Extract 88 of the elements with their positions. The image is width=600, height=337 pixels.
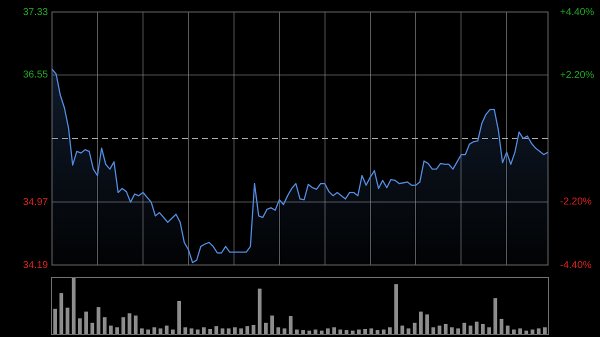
bar	[518, 328, 522, 334]
bar	[543, 327, 547, 334]
bar	[208, 328, 212, 334]
bar	[171, 330, 175, 334]
bar	[264, 322, 268, 334]
bar	[394, 284, 398, 334]
bar	[438, 326, 442, 334]
y2-tick-label: +2.20%	[560, 70, 594, 81]
bar	[400, 326, 404, 334]
bar	[344, 330, 348, 334]
bar	[338, 330, 342, 334]
bar	[406, 328, 410, 334]
y-tick-label: 34.97	[22, 196, 48, 208]
bar	[245, 326, 250, 334]
bar	[177, 300, 181, 334]
bar	[512, 330, 516, 334]
y2-tick-label: +4.40%	[560, 6, 594, 18]
bar	[450, 327, 454, 334]
bar	[524, 330, 528, 334]
y-tick-label: 37.33	[22, 6, 48, 18]
bar	[506, 326, 510, 334]
bar	[90, 322, 94, 334]
y2-tick-label: -4.40%	[560, 260, 592, 271]
bar	[146, 330, 150, 334]
bar	[419, 312, 423, 334]
y-tick-label: 34.19	[22, 260, 48, 271]
bar	[481, 324, 485, 334]
bar	[350, 330, 355, 334]
bar	[493, 298, 498, 334]
bar	[164, 326, 169, 334]
bar	[252, 325, 256, 334]
bar	[425, 314, 429, 334]
y2-tick-label: -2.20%	[560, 196, 592, 208]
bar	[102, 317, 107, 334]
bar	[307, 330, 312, 334]
bar	[314, 330, 318, 334]
bar	[121, 317, 126, 334]
bar	[270, 316, 274, 334]
bar	[444, 324, 448, 334]
y-tick-label: 36.55	[22, 70, 48, 81]
bar	[220, 328, 224, 334]
bar	[320, 330, 324, 334]
bar	[226, 328, 231, 334]
bar	[288, 316, 293, 334]
bar	[500, 318, 504, 334]
bar	[158, 328, 162, 334]
bar	[115, 327, 119, 334]
bar	[66, 308, 70, 334]
bar	[382, 330, 386, 334]
bar	[258, 288, 262, 334]
bar	[128, 313, 132, 334]
bar	[183, 327, 188, 334]
bar	[474, 322, 479, 334]
bar	[363, 328, 367, 334]
bar	[78, 318, 82, 334]
bar	[468, 326, 472, 334]
bar	[134, 316, 138, 334]
bar	[536, 328, 541, 334]
bar	[239, 328, 243, 334]
bar	[530, 330, 534, 334]
bar	[72, 278, 76, 334]
bar	[357, 330, 361, 334]
bar	[431, 327, 436, 334]
bar	[152, 327, 156, 334]
bar	[376, 330, 380, 334]
bar	[388, 327, 392, 334]
bar	[326, 328, 330, 334]
bar	[233, 327, 237, 334]
bar	[109, 326, 113, 334]
bar	[295, 330, 299, 334]
bar	[84, 312, 88, 334]
bar	[462, 322, 466, 334]
bar	[412, 322, 417, 334]
bar	[53, 308, 57, 334]
bar	[140, 328, 144, 334]
bar	[190, 328, 194, 334]
bar	[369, 328, 374, 334]
bar	[96, 307, 100, 334]
bar	[456, 328, 460, 334]
bar	[196, 330, 200, 334]
bar	[214, 326, 218, 334]
bar	[282, 328, 286, 334]
bar	[59, 293, 64, 334]
bar	[301, 330, 305, 334]
bar	[487, 327, 491, 334]
bar	[332, 327, 336, 334]
bar	[276, 327, 280, 334]
bar	[202, 327, 206, 334]
